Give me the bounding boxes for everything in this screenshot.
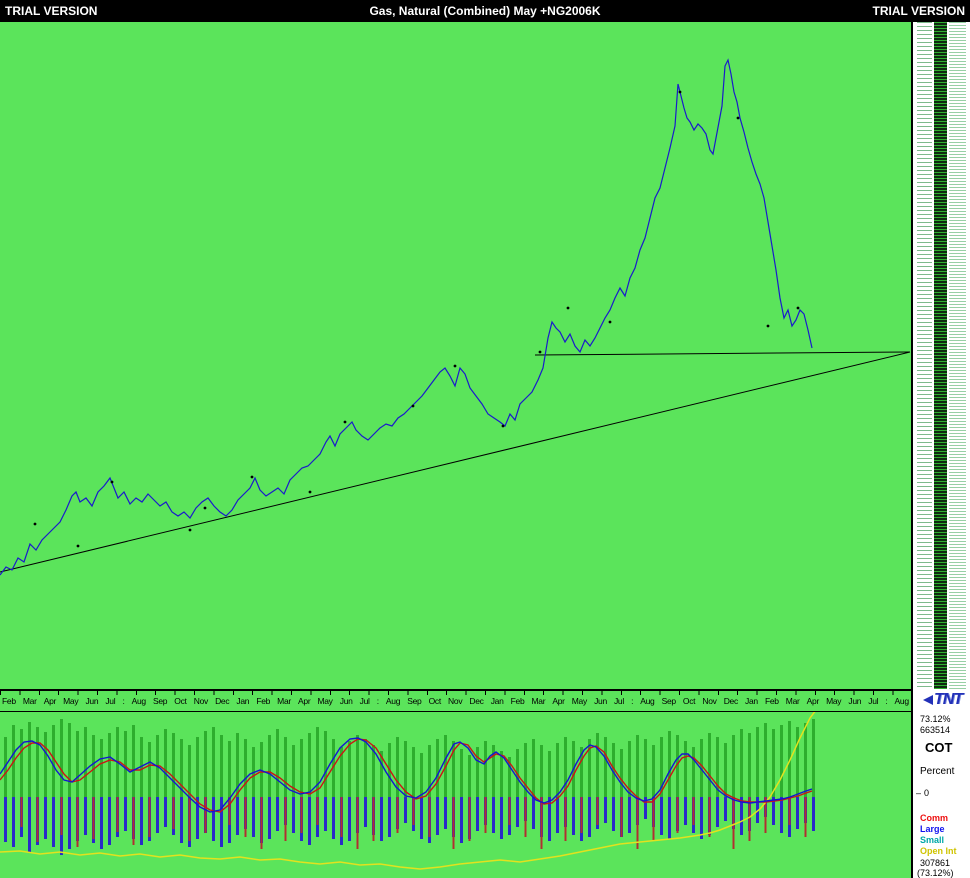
legend-comm: Comm <box>920 813 949 823</box>
x-axis-label: Jan <box>236 696 250 706</box>
x-axis-label: Sep <box>152 696 168 706</box>
x-axis-label: Oct <box>428 696 442 706</box>
x-axis-label: Mar <box>785 696 800 706</box>
open-interest-value: 663514 <box>920 725 951 735</box>
open-interest-bottom-value: 307861 <box>920 858 951 868</box>
price-scale-text-column-2 <box>949 22 966 689</box>
tnt-logo: TNT <box>915 689 970 711</box>
x-axis-label: Aug <box>385 696 401 706</box>
title-bar: TRIAL VERSION Gas, Natural (Combined) Ma… <box>0 0 970 22</box>
x-axis-label: May <box>63 696 79 706</box>
x-axis-label: Oct <box>682 696 696 706</box>
date-axis: Feb Mar Apr May Jun Jul: Aug Sep Oct Nov Dec Jan Feb… <box>0 689 913 711</box>
x-axis-label: Mar <box>531 696 546 706</box>
x-axis-label: Aug <box>894 696 910 706</box>
x-axis-label: : <box>376 696 379 706</box>
x-axis-label: Dec <box>469 696 484 706</box>
cot-side-panel: 73.12% 663514 COT Percent –0 Comm Large … <box>915 711 970 878</box>
x-axis-label: Jun <box>85 696 99 706</box>
trial-version-right: TRIAL VERSION <box>872 4 965 18</box>
x-axis-label: Sep <box>407 696 422 706</box>
x-axis-label: Mar <box>22 696 37 706</box>
x-axis-label: Jul <box>868 696 879 706</box>
x-axis-label: Apr <box>43 696 57 706</box>
x-axis-label: Jul <box>359 696 370 706</box>
x-axis-label: Dec <box>723 696 739 706</box>
x-axis-label: Nov <box>448 696 463 706</box>
x-axis-label: Aug <box>131 696 147 706</box>
x-axis-label: : <box>631 696 634 706</box>
price-chart[interactable] <box>0 22 913 689</box>
x-axis-label: Dec <box>215 696 230 706</box>
x-axis-label: Jan <box>490 696 504 706</box>
tnt-arrow-icon <box>922 695 933 705</box>
x-axis-labels: Feb Mar Apr May Jun Jul: Aug Sep Oct Nov Dec Jan Feb… <box>0 695 911 706</box>
x-axis-label: Jun <box>594 696 607 706</box>
x-axis-label: Apr <box>806 696 820 706</box>
x-axis-label: May <box>826 696 842 706</box>
price-chart-canvas[interactable] <box>0 22 911 689</box>
x-axis-label: Mar <box>277 696 291 706</box>
x-axis-label: Feb <box>764 696 779 706</box>
tnt-logo-text: TNT <box>933 691 963 708</box>
scrollbar[interactable] <box>934 22 947 689</box>
cot-percent-bottom-value: (73.12%) <box>917 868 954 878</box>
x-axis-label: Oct <box>174 696 187 706</box>
x-axis-label: Jun <box>848 696 862 706</box>
x-axis-label: : <box>122 696 125 706</box>
x-axis-label: Sep <box>661 696 677 706</box>
x-axis-label: Nov <box>702 696 717 706</box>
indicator-name: COT <box>925 740 953 755</box>
price-scale <box>915 22 970 689</box>
x-axis-label: Feb <box>2 696 16 706</box>
window-title: Gas, Natural (Combined) May +NG2006K <box>369 4 601 18</box>
x-axis-label: Jun <box>339 696 353 706</box>
x-axis-label: Feb <box>510 696 525 706</box>
x-axis-label: Nov <box>193 696 209 706</box>
scale-units-label: Percent <box>920 766 955 777</box>
date-axis-ticks <box>0 691 911 695</box>
price-scale-text-column <box>917 22 932 689</box>
x-axis-label: Feb <box>256 696 271 706</box>
zero-line-label: –0 <box>916 788 930 798</box>
x-axis-label: Jan <box>745 696 758 706</box>
cot-panel[interactable] <box>0 711 913 878</box>
legend-large: Large <box>920 824 945 834</box>
x-axis-label: : <box>885 696 888 706</box>
x-axis-label: May <box>317 696 333 706</box>
x-axis-label: Apr <box>298 696 311 706</box>
x-axis-label: Jul <box>105 696 116 706</box>
legend-open-int: Open Int <box>920 846 957 856</box>
x-axis-label: May <box>571 696 587 706</box>
x-axis-label: Jul <box>613 696 624 706</box>
trial-version-left: TRIAL VERSION <box>5 4 98 18</box>
zero-tick: – <box>916 788 922 798</box>
x-axis-label: Apr <box>552 696 565 706</box>
legend-small: Small <box>920 835 945 845</box>
cot-panel-canvas[interactable] <box>0 712 911 878</box>
cot-percent-value: 73.12% <box>920 714 951 724</box>
x-axis-label: Aug <box>640 696 655 706</box>
